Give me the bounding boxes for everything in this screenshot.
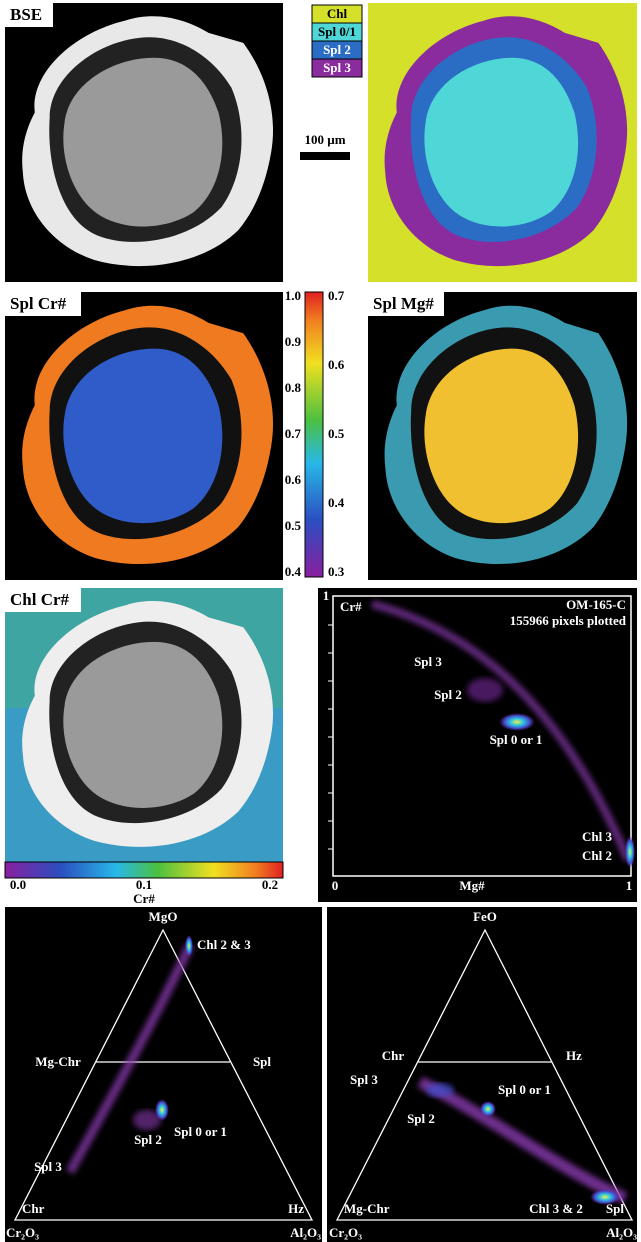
tick-label: 0.5 (285, 518, 302, 533)
bse-core (63, 58, 222, 227)
colorbar-right-ticks: 0.7 0.6 0.5 0.4 0.3 (328, 288, 345, 579)
apex-label: MgO (149, 909, 178, 924)
corner-label: Al₂O₃ (290, 1225, 321, 1240)
density-blob (155, 1099, 169, 1121)
annotation: Spl 3 (34, 1159, 62, 1174)
corner-label: Cr₂O₃ (329, 1225, 362, 1240)
density-blob (499, 713, 535, 731)
corner-label: Al₂O₃ (606, 1225, 637, 1240)
sample-name: OM-165-C (566, 597, 626, 612)
annotation: Chl 3 & 2 (529, 1201, 583, 1216)
mid-label: Mg-Chr (35, 1054, 81, 1069)
density-blob (426, 1083, 454, 1097)
chl-core (63, 642, 222, 808)
legend-label: Spl 2 (323, 42, 351, 57)
tick-label: 0.6 (285, 472, 302, 487)
tick-label: 0.4 (328, 495, 345, 510)
mid-label: Chr (382, 1048, 405, 1063)
base-label: Chr (22, 1201, 45, 1216)
pixel-count: 155966 pixels plotted (510, 613, 627, 628)
mid-label: Hz (566, 1048, 582, 1063)
cr-core (63, 349, 222, 524)
annotation: Spl 2 (407, 1111, 435, 1126)
panel-label: BSE (10, 5, 42, 24)
annotation: Spl 2 (134, 1132, 162, 1147)
tick-label: 0.7 (328, 288, 345, 303)
tick-label: 0.7 (285, 426, 302, 441)
tick-label: 0.3 (328, 564, 345, 579)
scale-bar (300, 152, 350, 160)
annotation: Spl 3 (414, 654, 442, 669)
annotation: Spl 0 or 1 (174, 1124, 227, 1139)
spl01-core (424, 58, 578, 227)
figure: BSE Chl Spl 0/1 Spl 2 Spl 3 100 µm Spl C… (0, 0, 641, 1242)
colorbar-left-ticks: 1.0 0.9 0.8 0.7 0.6 0.5 0.4 (285, 288, 302, 579)
annotation: Spl 0 or 1 (498, 1082, 551, 1097)
x-label: Mg# (459, 878, 485, 893)
tick-label: 0.6 (328, 357, 345, 372)
panel-label: Chl Cr# (10, 590, 70, 609)
tick-label: 0.0 (10, 877, 26, 892)
phase-legend: Chl Spl 0/1 Spl 2 Spl 3 (312, 5, 362, 77)
colorbar (305, 292, 323, 577)
y-label: Cr# (340, 599, 362, 614)
annotation: Spl 2 (434, 687, 462, 702)
y-max: 1 (323, 588, 330, 603)
tick-label: 0.1 (136, 877, 152, 892)
colorbar-label: Cr# (133, 891, 155, 906)
tick-label: 0.2 (262, 877, 278, 892)
tick-label: 0.4 (285, 564, 302, 579)
legend-label: Spl 0/1 (318, 24, 356, 39)
annotation: Chl 2 (582, 848, 612, 863)
scale-bar-label: 100 µm (304, 132, 345, 147)
density-blob (185, 935, 193, 957)
tick-label: 1.0 (285, 288, 301, 303)
density-blob (467, 678, 503, 702)
apex-label: FeO (473, 909, 497, 924)
annotation: Spl 3 (350, 1072, 378, 1087)
density-blob (625, 836, 635, 868)
base-label: Mg-Chr (344, 1201, 390, 1216)
legend-label: Spl 3 (323, 60, 351, 75)
annotation: Chl 3 (582, 829, 612, 844)
x-max: 1 (626, 878, 633, 893)
base-label: Spl (606, 1201, 624, 1216)
ternary-mg-panel (5, 907, 322, 1242)
tick-label: 0.5 (328, 426, 345, 441)
panel-label: Spl Mg# (373, 294, 434, 313)
tick-label: 0.9 (285, 334, 302, 349)
annotation: Chl 2 & 3 (197, 937, 251, 952)
density-blob (480, 1101, 496, 1117)
corner-label: Cr₂O₃ (6, 1225, 39, 1240)
panel-label: Spl Cr# (10, 294, 67, 313)
colorbar (5, 862, 283, 878)
annotation: Spl 0 or 1 (490, 732, 543, 747)
base-label: Hz (288, 1201, 304, 1216)
x-min: 0 (332, 878, 339, 893)
mid-label: Spl (253, 1054, 271, 1069)
tick-label: 0.8 (285, 380, 302, 395)
mg-core (424, 349, 578, 524)
legend-label: Chl (327, 6, 348, 21)
